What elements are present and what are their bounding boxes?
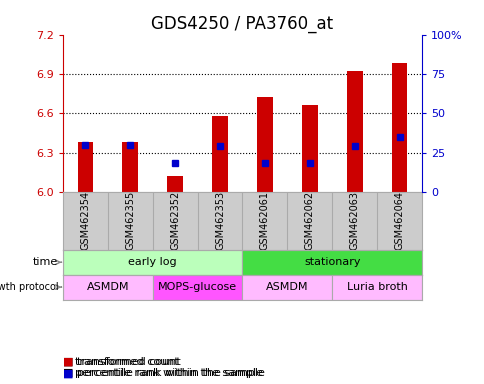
Bar (152, 275, 242, 300)
Text: early log: early log (128, 257, 177, 267)
Bar (63, 275, 152, 300)
Bar (63, 250, 242, 275)
Text: transformed count: transformed count (75, 357, 179, 367)
Text: ■ transformed count: ■ transformed count (63, 357, 181, 367)
Text: ■: ■ (63, 368, 74, 378)
Text: GSM462064: GSM462064 (393, 191, 404, 250)
Text: Luria broth: Luria broth (346, 282, 407, 292)
Text: GSM462353: GSM462353 (214, 191, 225, 250)
Text: GSM462061: GSM462061 (259, 191, 270, 250)
Bar (77, 142, 93, 192)
Text: GSM462354: GSM462354 (80, 191, 91, 250)
Bar (212, 116, 227, 192)
Text: percentile rank within the sample: percentile rank within the sample (75, 368, 262, 378)
Text: GSM462352: GSM462352 (170, 191, 180, 250)
Text: growth protocol: growth protocol (0, 282, 58, 292)
Text: ASMDM: ASMDM (266, 282, 308, 292)
Text: time: time (33, 257, 58, 267)
Text: MOPS-glucose: MOPS-glucose (158, 282, 237, 292)
Bar (346, 71, 362, 192)
Bar (242, 275, 332, 300)
Text: ASMDM: ASMDM (87, 282, 129, 292)
Text: GSM462355: GSM462355 (125, 191, 135, 250)
Text: stationary: stationary (303, 257, 360, 267)
Bar (242, 250, 421, 275)
Text: ■ percentile rank within the sample: ■ percentile rank within the sample (63, 368, 264, 378)
Bar (391, 63, 407, 192)
Title: GDS4250 / PA3760_at: GDS4250 / PA3760_at (151, 15, 333, 33)
Text: ■: ■ (63, 357, 74, 367)
Bar (302, 105, 317, 192)
Text: GSM462062: GSM462062 (304, 191, 314, 250)
Text: GSM462063: GSM462063 (349, 191, 359, 250)
Bar (257, 98, 272, 192)
Bar (167, 176, 182, 192)
Bar (332, 275, 421, 300)
Bar (122, 142, 138, 192)
